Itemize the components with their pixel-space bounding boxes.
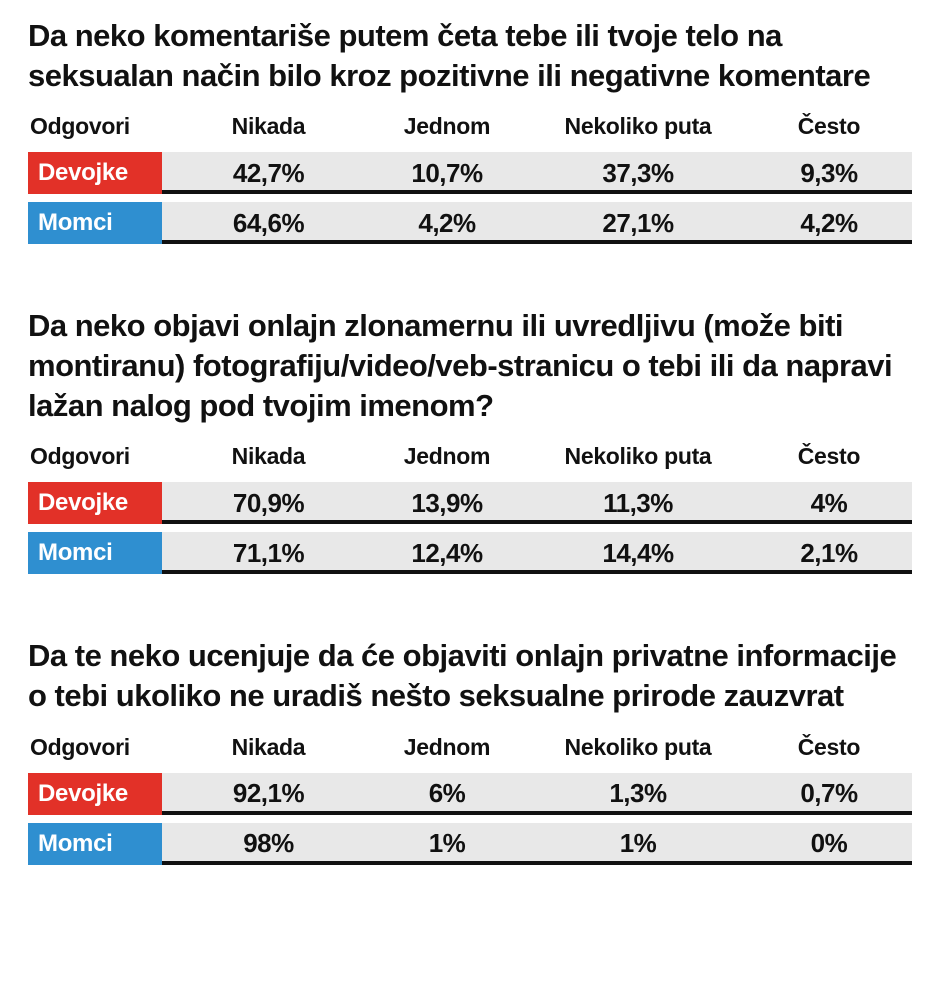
table-header-row: Odgovori Nikada Jednom Nekoliko puta Čes… xyxy=(28,109,912,144)
row-label-momci: Momci xyxy=(28,532,162,575)
column-header-nikada: Nikada xyxy=(231,113,306,140)
column-header-nekoliko-puta: Nekoliko puta xyxy=(564,443,712,470)
value-cell: 27,1% xyxy=(602,207,674,238)
column-header-nikada: Nikada xyxy=(231,733,306,760)
table-row-devojke: Devojke 70,9% 13,9% 11,3% 4% xyxy=(28,482,912,525)
table-row-momci: Momci 71,1% 12,4% 14,4% 2,1% xyxy=(28,532,912,575)
survey-table-1: Da neko komentariše putem četa tebe ili … xyxy=(28,16,912,245)
value-cell: 2,1% xyxy=(800,537,858,568)
row-label-devojke: Devojke xyxy=(28,152,162,195)
table-row-momci: Momci 98% 1% 1% 0% xyxy=(28,822,912,865)
value-cell: 1% xyxy=(619,828,657,859)
table-header-row: Odgovori Nikada Jednom Nekoliko puta Čes… xyxy=(28,439,912,474)
column-header-cesto: Često xyxy=(797,733,861,760)
value-cell: 42,7% xyxy=(232,157,305,188)
value-cell: 1% xyxy=(428,828,466,859)
row-label-momci: Momci xyxy=(28,822,162,865)
table-title: Da te neko ucenjuje da će objaviti onlaj… xyxy=(28,638,897,714)
column-header-jednom: Jednom xyxy=(403,113,491,140)
table-row-devojke: Devojke 92,1% 6% 1,3% 0,7% xyxy=(28,772,912,815)
column-header-odgovori: Odgovori xyxy=(30,733,130,760)
value-cell: 14,4% xyxy=(602,537,674,568)
value-cell: 4,2% xyxy=(800,207,858,238)
value-cell: 4,2% xyxy=(418,207,476,238)
value-cell: 92,1% xyxy=(232,778,305,809)
value-cell: 1,3% xyxy=(609,778,667,809)
table-title: Da neko objavi onlajn zlonamernu ili uvr… xyxy=(28,308,893,423)
table-row-momci: Momci 64,6% 4,2% 27,1% 4,2% xyxy=(28,202,912,245)
value-cell: 0,7% xyxy=(800,778,858,809)
column-header-jednom: Jednom xyxy=(403,443,491,470)
column-header-odgovori: Odgovori xyxy=(30,443,130,470)
value-cell: 37,3% xyxy=(602,157,674,188)
column-header-cesto: Često xyxy=(797,113,861,140)
value-cell: 9,3% xyxy=(800,157,858,188)
column-header-jednom: Jednom xyxy=(403,733,491,760)
column-header-nekoliko-puta: Nekoliko puta xyxy=(564,733,712,760)
row-label-devojke: Devojke xyxy=(28,772,162,815)
column-header-nekoliko-puta: Nekoliko puta xyxy=(564,113,712,140)
value-cell: 71,1% xyxy=(232,537,305,568)
column-header-odgovori: Odgovori xyxy=(30,113,130,140)
value-cell: 70,9% xyxy=(232,487,305,518)
value-cell: 64,6% xyxy=(232,207,305,238)
column-header-cesto: Često xyxy=(797,443,861,470)
table-title: Da neko komentariše putem četa tebe ili … xyxy=(28,18,871,93)
value-cell: 13,9% xyxy=(411,487,483,518)
value-cell: 10,7% xyxy=(411,157,483,188)
value-cell: 11,3% xyxy=(603,487,673,518)
row-label-devojke: Devojke xyxy=(28,482,162,525)
table-row-devojke: Devojke 42,7% 10,7% 37,3% 9,3% xyxy=(28,152,912,195)
value-cell: 12,4% xyxy=(411,537,483,568)
column-header-nikada: Nikada xyxy=(231,443,306,470)
value-cell: 6% xyxy=(428,778,466,809)
value-cell: 98% xyxy=(243,828,294,859)
value-cell: 0% xyxy=(810,828,848,859)
survey-table-3: Da te neko ucenjuje da će objaviti onlaj… xyxy=(28,636,912,865)
value-cell: 4% xyxy=(810,487,848,518)
table-header-row: Odgovori Nikada Jednom Nekoliko puta Čes… xyxy=(28,730,912,765)
survey-table-2: Da neko objavi onlajn zlonamernu ili uvr… xyxy=(28,306,912,575)
row-label-momci: Momci xyxy=(28,202,162,245)
